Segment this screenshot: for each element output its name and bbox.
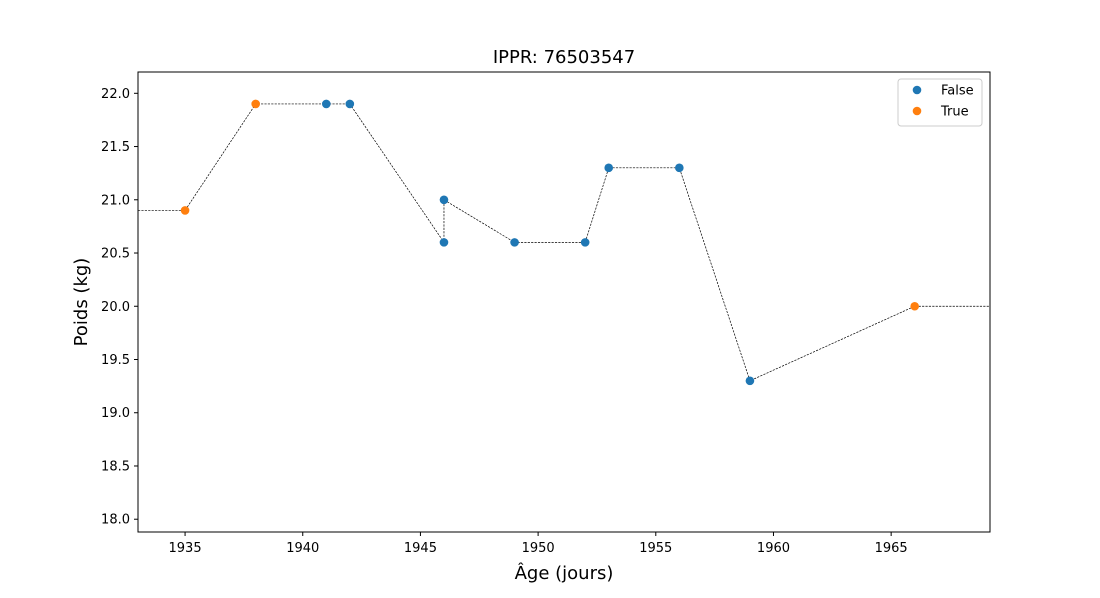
- y-axis: 18.0 18.5 19.0 19.5 20.0 20.5 21.0 21.5 22.0: [101, 87, 138, 528]
- y-tick-label: 19.0: [101, 406, 130, 421]
- data-point-false: [439, 195, 449, 205]
- data-point-false: [745, 376, 755, 386]
- y-tick-label: 20.0: [101, 300, 130, 315]
- x-tick-label: 1935: [169, 541, 202, 556]
- trend-line: [138, 103, 990, 382]
- data-point-true: [910, 301, 919, 311]
- y-tick-label: 22.0: [101, 87, 130, 102]
- legend-label: False: [941, 84, 974, 99]
- plot-frame: [137, 71, 991, 533]
- chart-title: IPPR: 76503547: [493, 47, 635, 68]
- y-tick-label: 20.5: [101, 247, 130, 262]
- legend-marker: [912, 85, 922, 95]
- x-axis: 1935 1940 1945 1950 1955 1960 1965: [169, 532, 908, 556]
- data-point-false: [675, 163, 684, 173]
- data-point-false: [580, 238, 590, 247]
- y-tick-label: 21.0: [101, 193, 130, 208]
- y-axis-label: Poids (kg): [71, 258, 92, 347]
- x-tick-label: 1960: [757, 541, 790, 556]
- legend-label: True: [940, 105, 969, 120]
- y-tick-label: 18.0: [101, 513, 130, 528]
- x-tick-label: 1950: [522, 541, 555, 556]
- data-point-false: [604, 163, 614, 173]
- x-axis-label: Âge (jours): [515, 562, 614, 584]
- data-point-false: [345, 99, 355, 109]
- x-tick-label: 1945: [404, 541, 437, 556]
- data-point-true: [251, 99, 260, 109]
- data-point-false: [321, 99, 331, 109]
- x-tick-label: 1955: [639, 541, 672, 556]
- data-point-true: [180, 206, 190, 215]
- y-tick-label: 18.5: [101, 459, 130, 474]
- legend-marker: [912, 106, 922, 116]
- y-tick-label: 21.5: [101, 140, 130, 155]
- x-tick-label: 1940: [286, 541, 319, 556]
- x-tick-label: 1965: [875, 541, 908, 556]
- data-point-false: [510, 238, 519, 247]
- plot-area: [138, 99, 990, 386]
- data-point-false: [439, 238, 449, 247]
- y-tick-label: 19.5: [101, 353, 130, 368]
- legend: False True: [897, 78, 983, 127]
